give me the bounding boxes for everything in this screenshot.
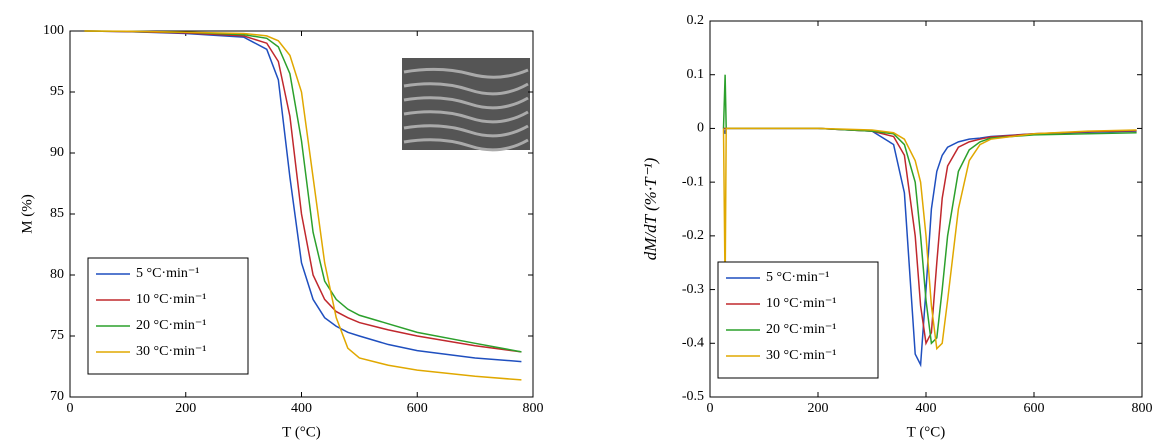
- x-tick-label: 0: [707, 401, 714, 416]
- x-tick-label: 200: [808, 401, 829, 416]
- inset-photo: [402, 58, 530, 152]
- y-axis-label: M (%): [19, 194, 35, 234]
- data-line: [84, 30, 522, 353]
- y-tick-label: 90: [50, 145, 64, 160]
- x-tick-label: 400: [916, 401, 937, 416]
- legend-label: 30 °C·min⁻¹: [136, 344, 206, 359]
- data-line: [84, 30, 522, 353]
- y-tick-label: 100: [43, 23, 64, 38]
- x-tick-label: 600: [407, 401, 428, 416]
- y-tick-label: 0.1: [687, 67, 705, 82]
- y-tick-label: -0.1: [682, 174, 704, 189]
- y-tick-label: 70: [50, 389, 64, 404]
- data-line: [722, 127, 1137, 351]
- y-tick-label: 95: [50, 84, 64, 99]
- legend-label: 20 °C·min⁻¹: [766, 322, 836, 337]
- x-axis-label: T (°C): [907, 424, 946, 440]
- legend-label: 5 °C·min⁻¹: [766, 270, 829, 285]
- y-tick-label: -0.3: [682, 282, 704, 297]
- y-tick-label: 75: [50, 328, 64, 343]
- y-tick-label: 85: [50, 206, 64, 221]
- y-tick-label: -0.2: [682, 228, 704, 243]
- photo-texture: [403, 67, 529, 152]
- x-axis-label: T (°C): [282, 424, 321, 440]
- x-tick-label: 400: [291, 401, 312, 416]
- legend-label: 10 °C·min⁻¹: [766, 296, 836, 311]
- x-tick-label: 800: [523, 401, 544, 416]
- data-line: [84, 30, 522, 363]
- y-tick-label: -0.4: [682, 336, 704, 351]
- y-tick-label: -0.5: [682, 389, 704, 404]
- data-line: [84, 30, 522, 381]
- legend-label: 10 °C·min⁻¹: [136, 292, 206, 307]
- x-tick-label: 600: [1024, 401, 1045, 416]
- y-axis-label: dM/dT (%·T⁻¹): [641, 157, 660, 260]
- y-tick-label: 80: [50, 267, 64, 282]
- legend-box: [717, 261, 879, 379]
- x-tick-label: 800: [1132, 401, 1153, 416]
- legend-label: 30 °C·min⁻¹: [766, 348, 836, 363]
- x-tick-label: 0: [67, 401, 74, 416]
- legend-box: [87, 257, 249, 375]
- x-tick-label: 200: [175, 401, 196, 416]
- legend-label: 20 °C·min⁻¹: [136, 318, 206, 333]
- legend-label: 5 °C·min⁻¹: [136, 266, 199, 281]
- y-tick-label: 0: [697, 121, 704, 136]
- y-tick-label: 0.2: [687, 13, 705, 28]
